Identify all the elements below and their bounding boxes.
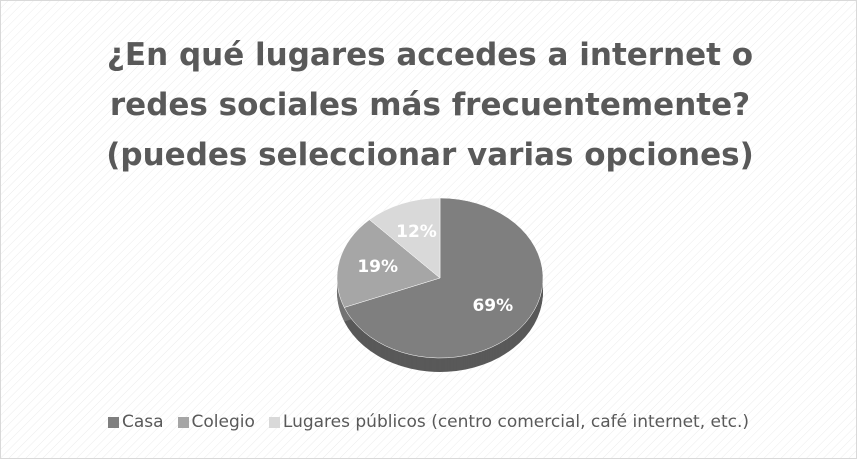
slice (336, 219, 441, 308)
legend: Casa Colegio Lugares públicos (centro come… (0, 412, 857, 432)
legend-item: Colegio (177, 412, 255, 432)
slice (343, 197, 544, 359)
legend-item: Casa (107, 412, 164, 432)
legend-swatch (177, 416, 189, 428)
data-label: 12% (396, 222, 437, 242)
data-label: 19% (357, 257, 398, 277)
legend-item: Lugares públicos (centro comercial, café… (268, 412, 750, 432)
legend-label: Casa (121, 412, 164, 432)
legend-swatch (107, 416, 119, 428)
data-label: 69% (472, 296, 513, 316)
chart-title: ¿En qué lugares accedes a internet o red… (106, 37, 754, 173)
legend-label: Lugares públicos (centro comercial, café… (282, 412, 750, 432)
slice (369, 197, 441, 279)
legend-swatch (268, 416, 280, 428)
legend-label: Colegio (191, 412, 255, 432)
